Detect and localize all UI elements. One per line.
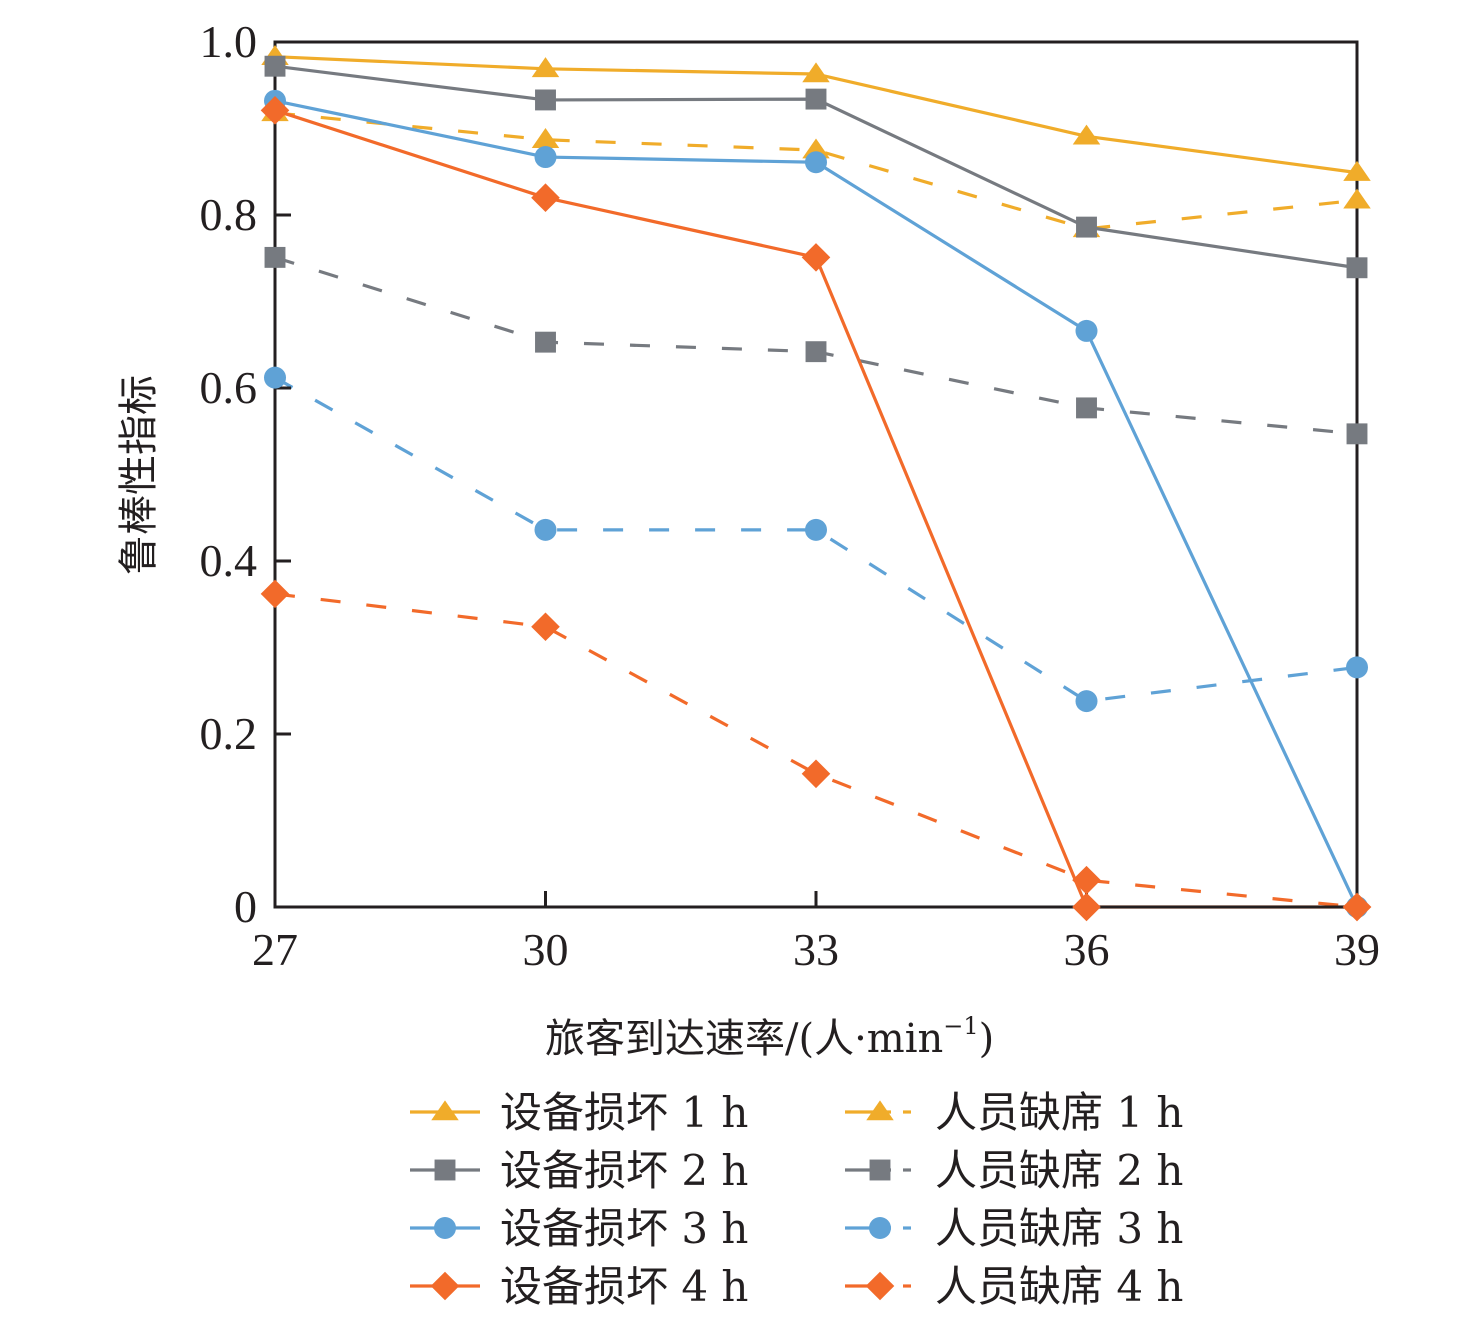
- data-point: [801, 243, 831, 272]
- legend-label: 人员缺席 3 h: [935, 1204, 1183, 1253]
- y-tick-label: 0: [234, 881, 257, 932]
- data-point: [1343, 188, 1371, 209]
- legend-marker: [430, 1271, 460, 1301]
- x-axis-title-main: 旅客到达速率/(人·min: [545, 1016, 943, 1062]
- data-point: [531, 612, 560, 642]
- legend-marker: [434, 1159, 456, 1181]
- data-point: [264, 246, 286, 268]
- data-point: [1346, 257, 1368, 279]
- ticks: 0 0.2 0.4 0.6 0.8 1.0 27 30 33 36 39: [200, 16, 1381, 975]
- data-point: [260, 579, 290, 609]
- data-point: [1346, 656, 1368, 679]
- data-point: [1076, 216, 1097, 238]
- legend-label: 人员缺席 4 h: [935, 1262, 1183, 1311]
- y-tick-label: 0.2: [200, 708, 258, 759]
- legend-item: 人员缺席 4 h: [845, 1262, 1183, 1311]
- legend-label: 人员缺席 2 h: [935, 1146, 1183, 1195]
- x-axis-title-close: ): [979, 1016, 995, 1062]
- data-point: [805, 88, 827, 110]
- data-point: [531, 57, 560, 78]
- legend-item: 人员缺席 2 h: [845, 1146, 1183, 1195]
- markers: [260, 45, 1372, 922]
- data-point: [534, 146, 557, 169]
- legend-item: 设备损坏 2 h: [410, 1146, 748, 1195]
- legend-marker: [434, 1217, 456, 1239]
- legend-label: 设备损坏 2 h: [500, 1146, 748, 1195]
- data-point: [264, 366, 286, 389]
- legend-item: 设备损坏 1 h: [410, 1088, 748, 1137]
- data-point: [531, 183, 560, 212]
- x-tick-label: 30: [523, 924, 569, 975]
- legend-marker: [431, 1100, 459, 1121]
- data-point: [801, 759, 831, 789]
- y-tick-label: 0.8: [200, 189, 258, 240]
- data-point: [534, 518, 557, 541]
- data-point: [805, 518, 827, 541]
- data-point: [531, 128, 560, 148]
- legend: 设备损坏 1 h 设备损坏 2 h 设备损坏 3 h 设备损坏 4 h 人员缺席 1 h…: [410, 1088, 1183, 1311]
- series-line: [274, 592, 1358, 909]
- data-point: [805, 151, 827, 174]
- data-point: [802, 62, 830, 83]
- data-point: [1075, 690, 1098, 713]
- y-tick-label: 0.4: [200, 535, 258, 586]
- data-point: [535, 89, 556, 111]
- data-point: [1076, 397, 1097, 419]
- y-tick-label: 0.6: [200, 362, 258, 413]
- data-point: [1072, 124, 1101, 145]
- data-point: [264, 55, 286, 77]
- legend-item: 人员缺席 3 h: [845, 1204, 1183, 1253]
- data-point: [1072, 892, 1101, 922]
- x-axis-title-superscript: −1: [943, 1012, 978, 1040]
- legend-item: 设备损坏 3 h: [410, 1204, 748, 1253]
- legend-label: 设备损坏 4 h: [500, 1262, 748, 1311]
- y-tick-label: 1.0: [200, 16, 258, 67]
- legend-marker: [866, 1100, 894, 1121]
- data-point: [535, 331, 556, 353]
- legend-marker: [869, 1159, 891, 1181]
- legend-marker: [869, 1217, 891, 1239]
- x-axis-title: 旅客到达速率/(人·min−1): [545, 1012, 994, 1062]
- data-point: [1075, 319, 1098, 342]
- data-point: [1342, 892, 1372, 922]
- data-point: [260, 96, 290, 125]
- x-tick-label: 33: [793, 924, 839, 975]
- legend-label: 设备损坏 1 h: [500, 1088, 748, 1137]
- data-point: [1346, 423, 1368, 445]
- legend-label: 设备损坏 3 h: [500, 1204, 748, 1253]
- data-point: [1343, 160, 1371, 181]
- x-tick-label: 39: [1334, 924, 1380, 975]
- legend-marker: [865, 1271, 895, 1301]
- legend-item: 设备损坏 4 h: [410, 1262, 748, 1311]
- data-point: [802, 138, 830, 159]
- x-tick-label: 36: [1064, 924, 1110, 975]
- legend-label: 人员缺席 1 h: [935, 1088, 1183, 1137]
- data-point: [1072, 865, 1101, 895]
- x-tick-label: 27: [252, 924, 298, 975]
- legend-item: 人员缺席 1 h: [845, 1088, 1183, 1137]
- y-axis-title: 鲁棒性指标: [116, 375, 162, 575]
- data-point: [805, 341, 827, 363]
